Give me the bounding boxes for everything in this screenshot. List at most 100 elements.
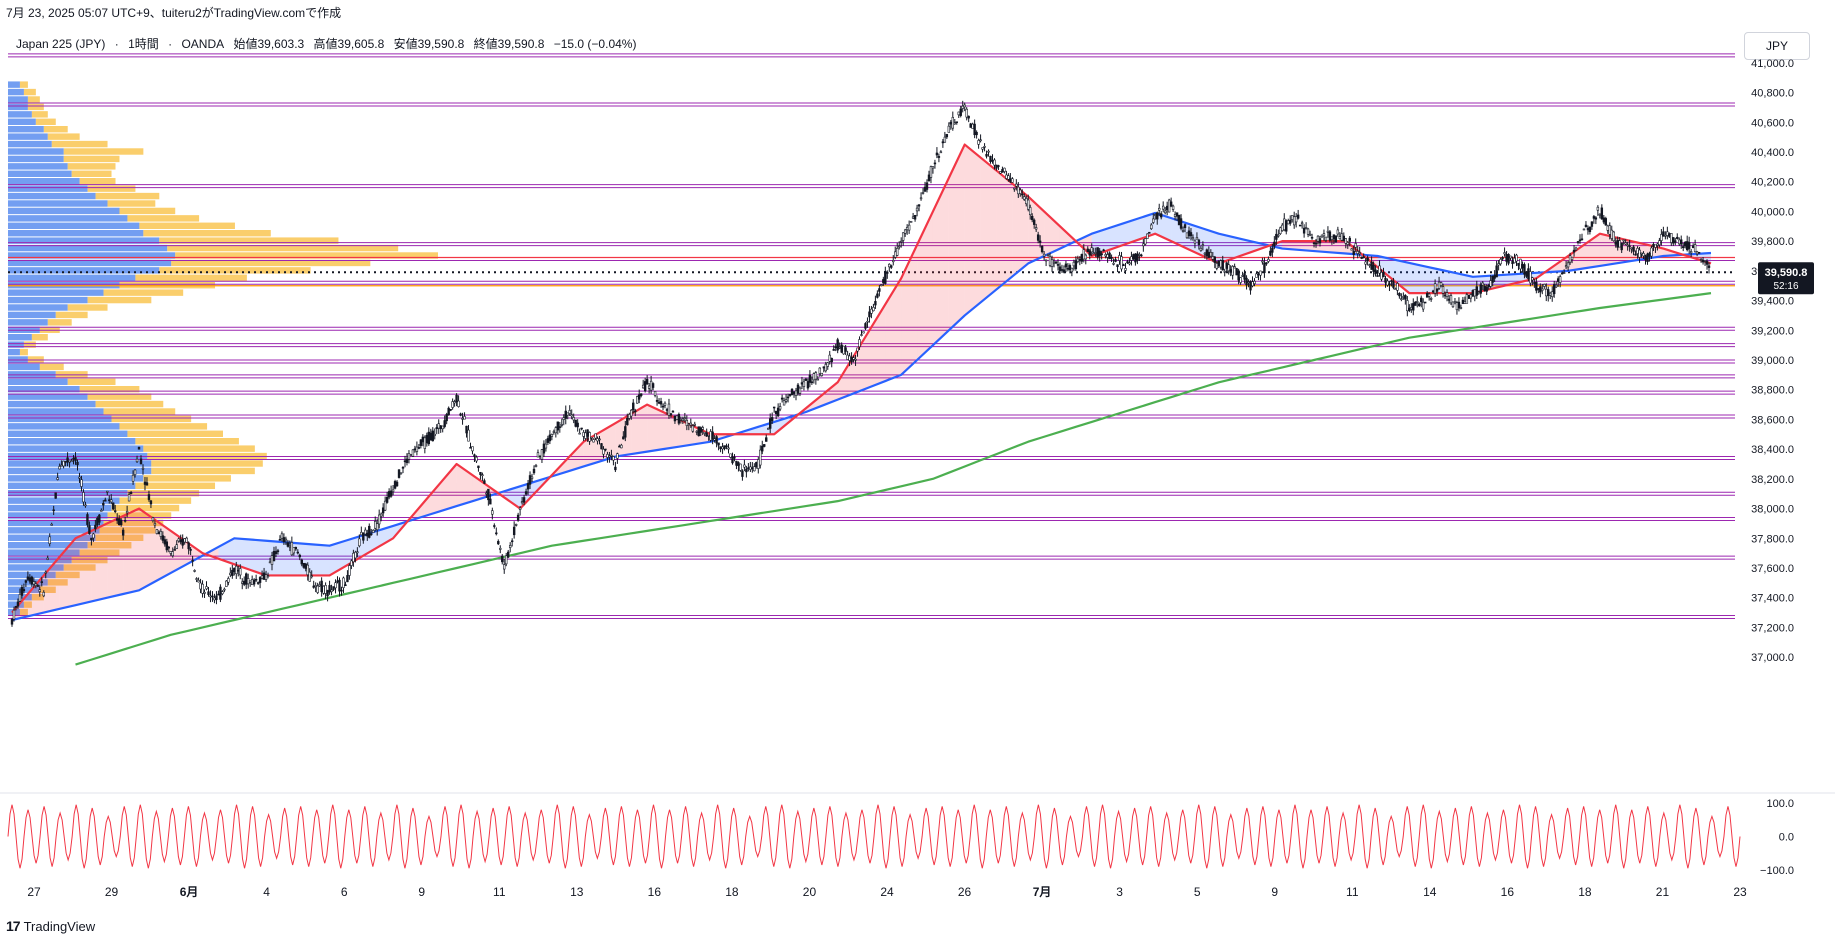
candle-body (1481, 282, 1484, 286)
candle-body (1179, 218, 1183, 229)
candle-body (1104, 254, 1107, 257)
candle-body (667, 403, 671, 416)
ma-fill-segment (1012, 183, 1029, 277)
time-tick-label: 23 (1733, 885, 1747, 899)
candle-body (772, 406, 776, 409)
candle-body (1019, 189, 1022, 194)
symbol-name[interactable]: Japan 225 (JPY) (16, 37, 106, 51)
price-tick-label: 37,200.0 (1751, 622, 1794, 634)
candle-body (901, 232, 905, 241)
candle-body (590, 436, 593, 439)
candle-body (1300, 222, 1304, 225)
vp-up-bar (8, 222, 140, 229)
candle-body (661, 405, 665, 408)
candle-body (233, 567, 236, 572)
candle-body (308, 571, 311, 582)
candle-body (759, 449, 762, 466)
candle-body (1046, 254, 1050, 256)
vp-down-bar (119, 282, 216, 289)
candle-body (1025, 198, 1028, 205)
candle-body (888, 263, 891, 268)
volume-profile (8, 81, 438, 616)
candle-body (745, 468, 748, 473)
candle-body (133, 469, 137, 476)
candle-body (1330, 236, 1334, 240)
ma-fill-segment (1441, 269, 1457, 294)
candle-body (219, 586, 222, 600)
time-tick-label: 7月 (1033, 885, 1052, 899)
candle-body (1291, 215, 1294, 220)
candle-body (842, 345, 845, 355)
vp-down-bar (151, 467, 255, 475)
candle-body (729, 453, 732, 458)
vp-down-bar (63, 564, 96, 571)
candle-body (1161, 205, 1165, 210)
candle-body (1344, 238, 1347, 244)
candle-body (354, 551, 357, 559)
tradingview-logo[interactable]: 17 TradingView (6, 918, 95, 934)
candle-body (1048, 256, 1052, 266)
candle-body (846, 354, 849, 360)
candle-body (860, 334, 863, 336)
candle-body (995, 164, 998, 169)
candle-body (685, 419, 689, 426)
candle-body (1265, 262, 1268, 265)
candle-body (1604, 218, 1608, 226)
candle-body (153, 523, 157, 526)
separator: · (114, 37, 119, 51)
candle-body (1394, 288, 1397, 290)
candle-body (1106, 254, 1109, 258)
candle-body (953, 122, 956, 125)
vp-down-bar (39, 363, 64, 371)
candle-body (1100, 253, 1103, 256)
candle-body (282, 537, 286, 543)
candle-body (638, 394, 641, 400)
vp-down-bar (147, 452, 267, 460)
ma-fill-segment (663, 412, 679, 450)
currency-button[interactable]: JPY (1744, 32, 1810, 60)
vp-up-bar (8, 88, 24, 96)
time-tick-label: 5 (1194, 885, 1201, 899)
candle-body (169, 551, 172, 554)
price-axis: 41,000.040,800.040,600.040,400.040,200.0… (1751, 58, 1794, 664)
candle-body (770, 417, 774, 422)
candle-body (423, 437, 427, 449)
candle-body (530, 476, 534, 479)
candle-body (687, 423, 691, 426)
vp-up-bar (8, 126, 44, 133)
candle-body (1352, 250, 1355, 255)
candle-body (626, 418, 629, 426)
candle-body (1011, 178, 1014, 183)
candle-body (681, 418, 685, 421)
candle-body (1678, 239, 1681, 245)
candle-body (201, 583, 204, 594)
candle-body (592, 439, 595, 443)
candle-body (1640, 252, 1643, 255)
time-axis: 27 29 6月 4 6 9 11 13 16 18 20 24 26 7月 3 5 9 11 14 16 18 21 23 (27, 885, 1747, 899)
candle-body (516, 514, 520, 521)
candle-body (876, 293, 879, 298)
price-tick-label: 39,400.0 (1751, 296, 1794, 308)
horizontal-levels (8, 53, 1735, 620)
candle-body (1064, 263, 1068, 268)
candle-body (562, 417, 565, 420)
candle-body (1703, 260, 1707, 262)
ma-fill-segment (647, 404, 664, 452)
timeframe-label[interactable]: 1時間 (128, 37, 159, 51)
vp-up-bar (8, 192, 96, 200)
candle-body (1656, 243, 1659, 246)
candle-body (56, 477, 59, 480)
candle-body (1461, 299, 1465, 305)
candle-body (780, 397, 784, 400)
candle-body (1515, 254, 1518, 262)
candle-body (1150, 224, 1153, 230)
candle-body (399, 472, 403, 475)
vp-down-bar (135, 438, 239, 445)
candle-body (1227, 264, 1230, 272)
price-tick-label: 38,200.0 (1751, 474, 1794, 486)
candle-body (14, 606, 18, 608)
candle-body (64, 461, 67, 463)
candle-body (1459, 307, 1463, 309)
candle-body (1610, 229, 1613, 239)
